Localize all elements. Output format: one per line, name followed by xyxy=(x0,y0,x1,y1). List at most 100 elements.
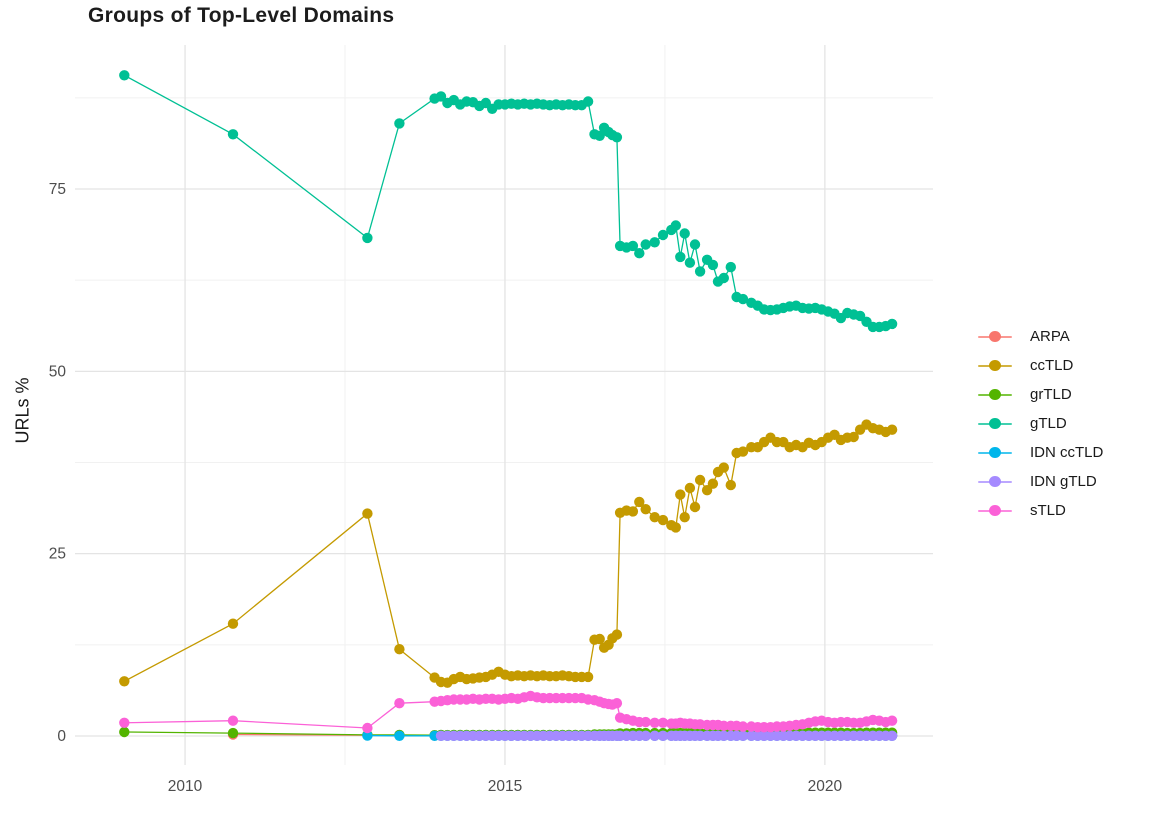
y-axis-title: URLs % xyxy=(12,377,33,444)
x-tick-label: 2010 xyxy=(168,778,203,795)
data-point xyxy=(119,676,130,687)
data-point xyxy=(737,293,749,305)
y-tick-label: 25 xyxy=(49,546,66,563)
data-point xyxy=(670,522,681,533)
data-point xyxy=(227,727,239,739)
data-point xyxy=(657,730,669,741)
y-tick-label: 75 xyxy=(49,181,66,198)
data-point xyxy=(684,257,696,268)
data-point xyxy=(657,229,669,241)
data-point xyxy=(611,132,623,143)
data-point xyxy=(119,726,130,738)
legend-item-grtld: grTLD xyxy=(978,380,1103,409)
legend-item-idn-cctld: IDN ccTLD xyxy=(978,438,1103,467)
data-point xyxy=(394,118,405,129)
data-point xyxy=(657,717,669,728)
data-point xyxy=(707,478,719,489)
legend-key-icon xyxy=(978,475,1012,488)
legend-item-stld: sTLD xyxy=(978,496,1103,525)
legend-label: sTLD xyxy=(1030,502,1066,519)
legend-item-idn-gtld: IDN gTLD xyxy=(978,467,1103,496)
data-point xyxy=(694,266,706,277)
data-point xyxy=(689,239,701,250)
legend: ARPA ccTLD grTLD gTLD IDN ccTLD IDN gTLD… xyxy=(978,322,1103,525)
legend-key-icon xyxy=(978,504,1012,517)
data-point xyxy=(227,129,239,140)
data-point xyxy=(362,232,373,244)
data-point xyxy=(886,318,898,330)
data-point xyxy=(670,220,681,231)
data-point xyxy=(675,251,686,263)
series-cctld xyxy=(119,419,898,688)
legend-label: IDN ccTLD xyxy=(1030,444,1104,461)
data-point xyxy=(394,698,405,709)
data-point xyxy=(594,130,605,141)
data-point xyxy=(649,730,660,741)
series-idn-gtld xyxy=(435,730,898,741)
x-tick-label: 2015 xyxy=(488,778,522,795)
data-point xyxy=(684,482,696,494)
data-point xyxy=(582,671,594,683)
data-point xyxy=(611,698,623,709)
legend-item-cctld: ccTLD xyxy=(978,351,1103,380)
data-point xyxy=(886,424,898,435)
data-point xyxy=(737,721,749,732)
data-point xyxy=(657,514,669,526)
data-point xyxy=(848,431,859,443)
data-point xyxy=(718,462,729,473)
data-point xyxy=(362,508,373,519)
data-point xyxy=(594,633,605,645)
y-tick-label: 50 xyxy=(49,363,67,380)
data-point xyxy=(634,248,645,259)
data-point xyxy=(634,496,645,508)
chart-title: Groups of Top-Level Domains xyxy=(88,4,395,27)
data-point xyxy=(886,715,898,726)
data-point xyxy=(689,501,701,513)
data-point xyxy=(227,618,239,629)
data-point xyxy=(725,261,736,273)
legend-item-gtld: gTLD xyxy=(978,409,1103,438)
x-tick-label: 2020 xyxy=(808,778,843,795)
data-point xyxy=(675,489,686,500)
data-point xyxy=(707,259,719,271)
legend-key-icon xyxy=(978,388,1012,401)
data-point xyxy=(679,228,690,239)
legend-label: ccTLD xyxy=(1030,357,1074,374)
data-point xyxy=(694,474,706,486)
legend-key-icon xyxy=(978,446,1012,459)
legend-item-arpa: ARPA xyxy=(978,322,1103,351)
legend-label: IDN gTLD xyxy=(1030,473,1097,490)
data-point xyxy=(649,512,660,523)
data-point xyxy=(640,716,651,728)
legend-key-icon xyxy=(978,330,1012,343)
data-point xyxy=(737,730,749,741)
legend-key-icon xyxy=(978,359,1012,372)
data-point xyxy=(679,512,690,523)
data-point xyxy=(886,730,898,741)
data-point xyxy=(394,730,405,741)
legend-label: gTLD xyxy=(1030,415,1067,432)
data-point xyxy=(649,237,660,248)
data-point xyxy=(640,504,651,515)
data-point xyxy=(627,506,639,517)
data-point xyxy=(435,91,447,102)
series-stld xyxy=(119,690,898,734)
data-point xyxy=(362,730,373,741)
data-point xyxy=(725,479,736,491)
data-point xyxy=(119,70,130,81)
series-line xyxy=(123,74,893,328)
data-point xyxy=(394,644,405,655)
legend-label: ARPA xyxy=(1030,328,1070,345)
data-point xyxy=(640,730,651,741)
legend-label: grTLD xyxy=(1030,386,1072,403)
data-point xyxy=(649,717,660,728)
data-point xyxy=(737,446,749,457)
series-gtld xyxy=(119,70,898,333)
data-point xyxy=(582,96,594,107)
data-point xyxy=(627,240,639,252)
legend-key-icon xyxy=(978,417,1012,430)
data-point xyxy=(362,722,373,734)
y-tick-label: 0 xyxy=(57,728,66,745)
